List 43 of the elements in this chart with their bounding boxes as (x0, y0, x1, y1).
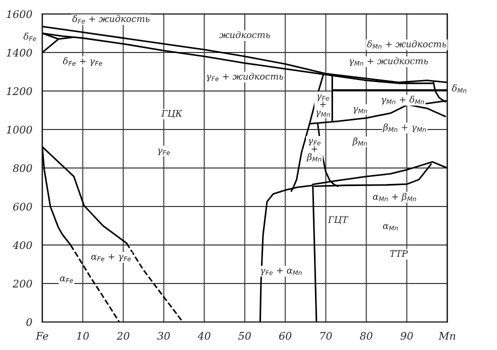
annotation: ГЦК (161, 110, 182, 118)
annotation: δ$_{Fe}$ + γ$_{Fe}$ (62, 57, 102, 66)
x-tick-label: 20 (116, 332, 130, 340)
y-tick-label: 400 (12, 241, 32, 250)
x-tick-label: 10 (76, 332, 89, 340)
annotation: γ$_{Fe}$ + γ$_{Mn}$ (316, 94, 330, 118)
x-tick-label: 70 (320, 332, 332, 340)
x-tick-label: Mn (438, 332, 456, 340)
annotation: δ$_{Fe}$ + жидкость (72, 15, 150, 24)
x-tick-label: Fe (36, 332, 48, 340)
y-tick-label: 1400 (6, 48, 32, 57)
annotation: β$_{Mn}$ + γ$_{Mn}$ (382, 123, 426, 132)
y-tick-label: 600 (13, 202, 32, 211)
text: δ$_{Fe}$ (24, 32, 36, 42)
x-tick-label: 60 (279, 332, 292, 340)
annotation: ГЦТ (328, 216, 348, 224)
annotation: жидкость (219, 31, 270, 38)
annotation: γ$_{Fe}$ (158, 148, 170, 156)
annotation: ТТР (390, 250, 408, 257)
annotation: γ$_{Mn}$ + δ$_{Mn}$ (382, 96, 424, 105)
x-tick-label: 30 (157, 332, 170, 340)
y-tick-label: 1200 (6, 87, 32, 96)
annotation: γ$_{Mn}$ (353, 107, 368, 114)
annotation: α$_{Mn}$ + β$_{Mn}$ (372, 192, 416, 202)
y-tick-label: 1000 (6, 126, 32, 134)
annotation: δ$_{Mn}$ + жидкость (367, 40, 446, 49)
annotation: α$_{Mn}$ (383, 224, 398, 230)
y-tick-label: 1600 (6, 10, 32, 18)
annotation: γ$_{Fe}$ + жидкость (206, 72, 284, 82)
text: δ$_{Mn}$ (452, 84, 466, 93)
y-tick-label: 800 (12, 164, 32, 172)
x-tick-label: 50 (238, 332, 251, 340)
annotation: γ$_{Fe}$ + α$_{Mn}$ (260, 268, 302, 276)
y-tick-label: 200 (12, 280, 32, 288)
x-tick-label: 40 (198, 332, 210, 340)
y-tick-label: 0 (26, 318, 32, 326)
x-tick-label: 90 (400, 332, 413, 340)
annotation: α$_{Fe}$ (60, 276, 73, 283)
annotation: α$_{Fe}$ + γ$_{Fe}$ (91, 254, 131, 262)
annotation: γ$_{Fe}$ + β$_{Mn}$ (306, 139, 322, 162)
annotation: β$_{Mn}$ (352, 137, 368, 146)
annotation: γ$_{Mn}$ + жидкость (350, 57, 428, 66)
x-tick-label: 80 (360, 332, 372, 340)
